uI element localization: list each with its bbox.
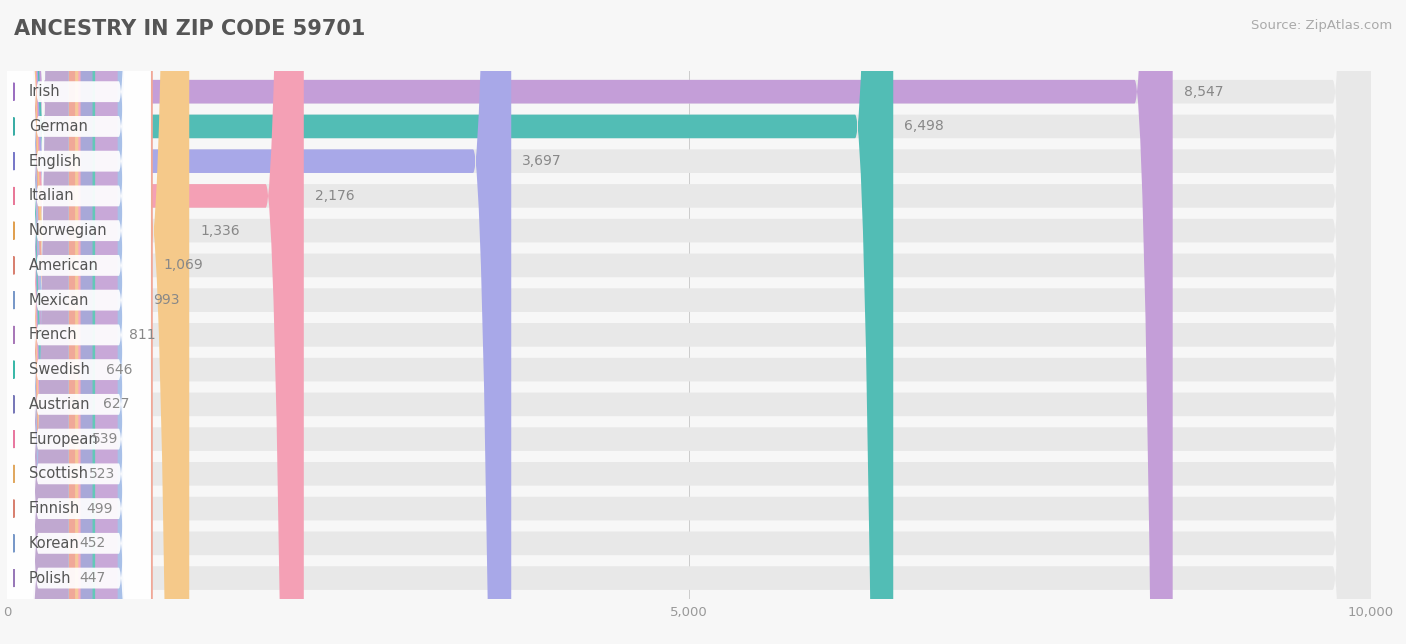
FancyBboxPatch shape bbox=[7, 0, 118, 644]
FancyBboxPatch shape bbox=[7, 0, 1371, 644]
Text: Swedish: Swedish bbox=[30, 362, 90, 377]
FancyBboxPatch shape bbox=[7, 0, 1371, 644]
FancyBboxPatch shape bbox=[7, 0, 150, 644]
Text: Finnish: Finnish bbox=[30, 501, 80, 516]
FancyBboxPatch shape bbox=[7, 0, 150, 644]
FancyBboxPatch shape bbox=[7, 0, 1371, 644]
FancyBboxPatch shape bbox=[7, 0, 150, 644]
Text: Norwegian: Norwegian bbox=[30, 223, 107, 238]
Text: 499: 499 bbox=[86, 502, 112, 516]
Text: 646: 646 bbox=[105, 363, 132, 377]
Text: 447: 447 bbox=[79, 571, 105, 585]
FancyBboxPatch shape bbox=[7, 0, 150, 644]
FancyBboxPatch shape bbox=[7, 0, 1371, 644]
Text: 452: 452 bbox=[80, 536, 105, 551]
FancyBboxPatch shape bbox=[7, 0, 1371, 644]
Text: Polish: Polish bbox=[30, 571, 72, 585]
FancyBboxPatch shape bbox=[7, 0, 75, 644]
Text: American: American bbox=[30, 258, 98, 273]
Text: 3,697: 3,697 bbox=[522, 154, 562, 168]
FancyBboxPatch shape bbox=[7, 0, 1371, 644]
Text: Irish: Irish bbox=[30, 84, 60, 99]
Text: 8,547: 8,547 bbox=[1184, 84, 1223, 99]
Text: Scottish: Scottish bbox=[30, 466, 87, 481]
Text: 1,069: 1,069 bbox=[163, 258, 204, 272]
FancyBboxPatch shape bbox=[7, 0, 150, 644]
FancyBboxPatch shape bbox=[7, 0, 1371, 644]
FancyBboxPatch shape bbox=[7, 0, 304, 644]
Text: 1,336: 1,336 bbox=[200, 223, 240, 238]
FancyBboxPatch shape bbox=[7, 0, 79, 644]
FancyBboxPatch shape bbox=[7, 0, 150, 644]
Text: 627: 627 bbox=[104, 397, 129, 412]
FancyBboxPatch shape bbox=[7, 0, 153, 644]
FancyBboxPatch shape bbox=[7, 0, 1371, 644]
FancyBboxPatch shape bbox=[7, 0, 1371, 644]
Text: 539: 539 bbox=[91, 432, 118, 446]
FancyBboxPatch shape bbox=[7, 0, 150, 644]
FancyBboxPatch shape bbox=[7, 0, 150, 644]
Text: 2,176: 2,176 bbox=[315, 189, 354, 203]
Text: ANCESTRY IN ZIP CODE 59701: ANCESTRY IN ZIP CODE 59701 bbox=[14, 19, 366, 39]
Text: Mexican: Mexican bbox=[30, 292, 89, 308]
FancyBboxPatch shape bbox=[7, 0, 1371, 644]
FancyBboxPatch shape bbox=[7, 0, 150, 644]
FancyBboxPatch shape bbox=[7, 0, 150, 644]
FancyBboxPatch shape bbox=[7, 0, 150, 644]
FancyBboxPatch shape bbox=[7, 0, 150, 644]
FancyBboxPatch shape bbox=[7, 0, 1173, 644]
Text: 6,498: 6,498 bbox=[904, 119, 943, 133]
FancyBboxPatch shape bbox=[7, 0, 190, 644]
FancyBboxPatch shape bbox=[7, 0, 150, 644]
Text: Austrian: Austrian bbox=[30, 397, 90, 412]
Text: Source: ZipAtlas.com: Source: ZipAtlas.com bbox=[1251, 19, 1392, 32]
FancyBboxPatch shape bbox=[7, 0, 1371, 644]
FancyBboxPatch shape bbox=[7, 0, 893, 644]
FancyBboxPatch shape bbox=[7, 0, 69, 644]
Text: German: German bbox=[30, 119, 87, 134]
FancyBboxPatch shape bbox=[7, 0, 1371, 644]
Text: Korean: Korean bbox=[30, 536, 80, 551]
FancyBboxPatch shape bbox=[7, 0, 512, 644]
Text: English: English bbox=[30, 154, 82, 169]
Text: 993: 993 bbox=[153, 293, 180, 307]
FancyBboxPatch shape bbox=[7, 0, 80, 644]
FancyBboxPatch shape bbox=[7, 0, 150, 644]
FancyBboxPatch shape bbox=[7, 0, 96, 644]
Text: Italian: Italian bbox=[30, 189, 75, 204]
FancyBboxPatch shape bbox=[7, 0, 142, 644]
FancyBboxPatch shape bbox=[7, 0, 1371, 644]
FancyBboxPatch shape bbox=[7, 0, 93, 644]
FancyBboxPatch shape bbox=[7, 0, 150, 644]
Text: 811: 811 bbox=[128, 328, 155, 342]
Text: French: French bbox=[30, 327, 77, 343]
Text: 523: 523 bbox=[89, 467, 115, 481]
Text: European: European bbox=[30, 431, 98, 446]
FancyBboxPatch shape bbox=[7, 0, 1371, 644]
FancyBboxPatch shape bbox=[7, 0, 67, 644]
FancyBboxPatch shape bbox=[7, 0, 1371, 644]
